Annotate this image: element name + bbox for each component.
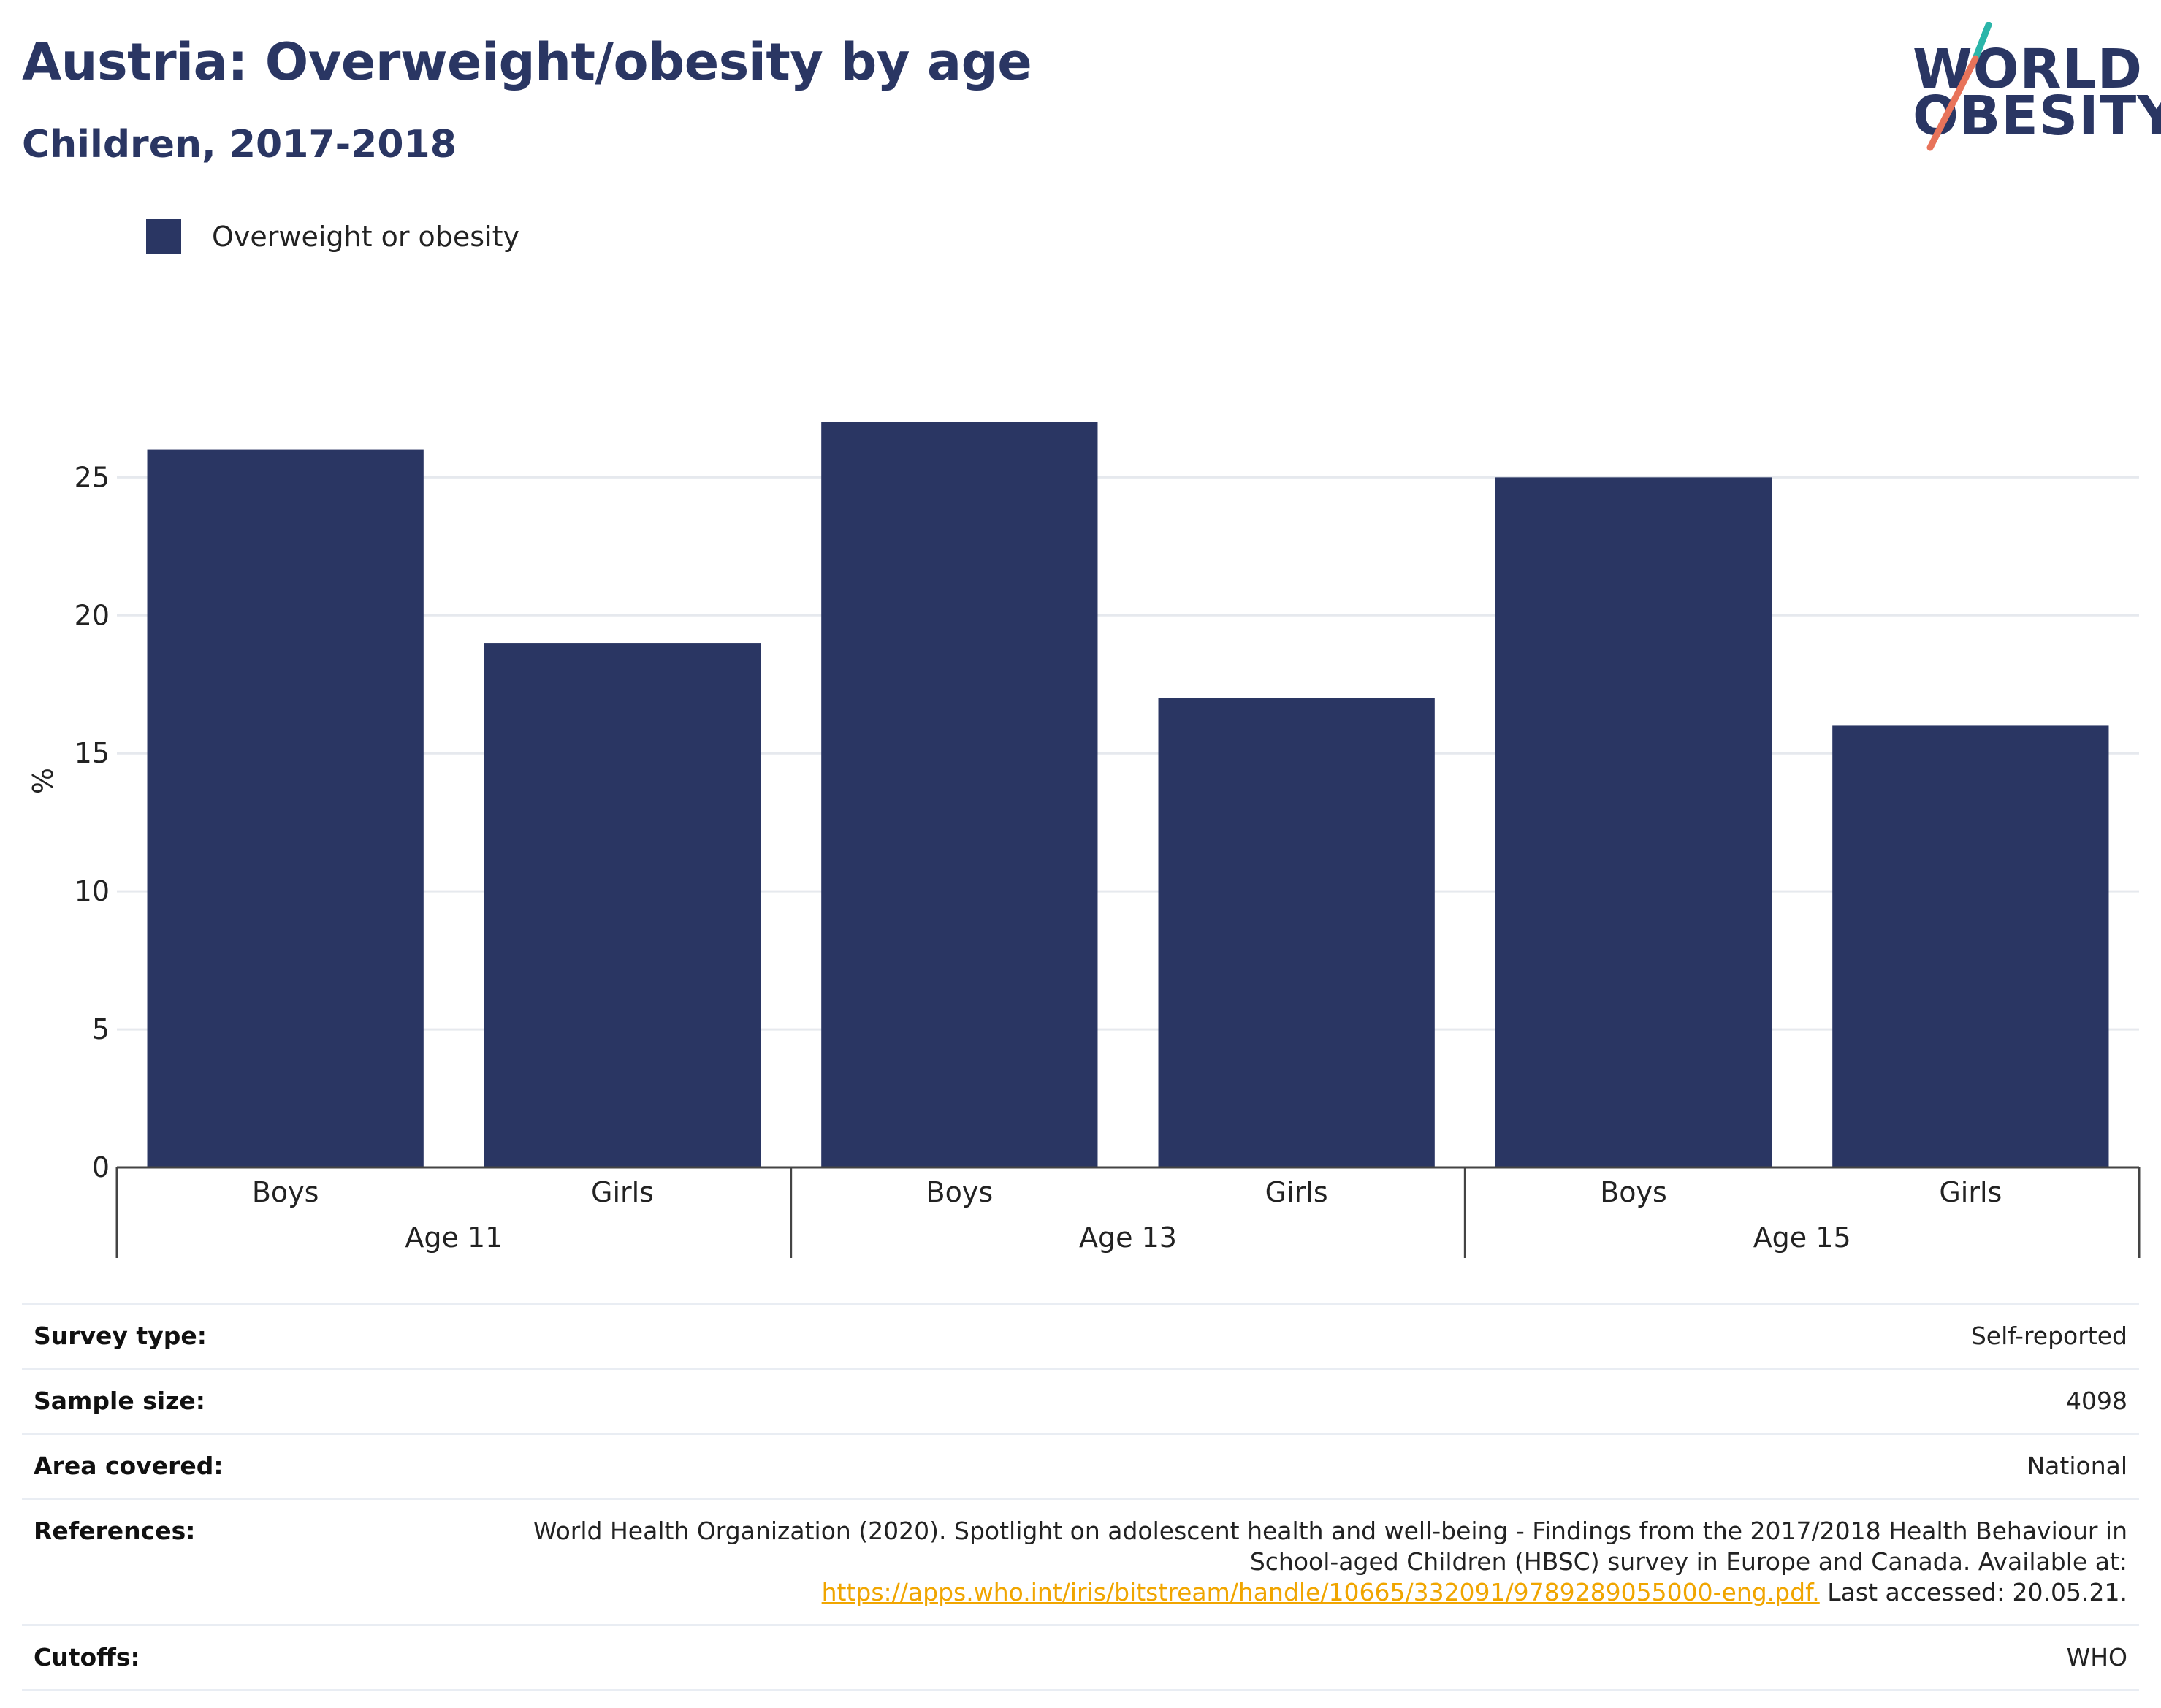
- x-tick-label: Boys: [926, 1176, 994, 1208]
- page-subtitle: Children, 2017-2018: [22, 123, 457, 167]
- info-key: Area covered:: [34, 1452, 224, 1480]
- info-row-area-covered: Area covered: National: [22, 1433, 2139, 1499]
- reference-line-3: https://apps.who.int/iris/bitstream/hand…: [422, 1577, 2127, 1608]
- x-tick-label: Boys: [252, 1176, 319, 1208]
- x-tick-label: Girls: [1265, 1176, 1328, 1208]
- page-title: Austria: Overweight/obesity by age: [22, 32, 1032, 92]
- info-key: References:: [34, 1517, 196, 1545]
- reference-accessed: Last accessed: 20.05.21.: [1819, 1578, 2127, 1606]
- legend-swatch: [146, 219, 181, 254]
- reference-line-2: School-aged Children (HBSC) survey in Eu…: [1249, 1547, 2127, 1576]
- reference-link[interactable]: https://apps.who.int/iris/bitstream/hand…: [821, 1578, 1820, 1606]
- x-group-label: Age 13: [1079, 1221, 1177, 1254]
- x-tick-label: Girls: [1939, 1176, 2002, 1208]
- x-tick-label: Girls: [591, 1176, 654, 1208]
- y-tick-label: 10: [75, 875, 110, 907]
- logo-text-world: WORLD: [1913, 38, 2143, 101]
- x-group-label: Age 11: [405, 1221, 503, 1254]
- y-tick-label: 5: [92, 1013, 110, 1045]
- chart-legend: Overweight or obesity: [146, 219, 519, 254]
- y-tick-label: 0: [92, 1151, 110, 1183]
- bar: [1495, 477, 1772, 1167]
- info-row-survey-type: Survey type: Self-reported: [22, 1303, 2139, 1369]
- x-tick-label: Boys: [1600, 1176, 1667, 1208]
- bar: [147, 449, 424, 1167]
- bar: [484, 643, 761, 1167]
- info-value: World Health Organization (2020). Spotli…: [411, 1499, 2139, 1625]
- info-value: WHO: [2066, 1643, 2127, 1671]
- info-row-references: References: World Health Organization (2…: [22, 1498, 2139, 1625]
- bar-chart: 0 5 10 15 20 25% Boys Girls Age 11 Boys Girls Age 1…: [27, 422, 2141, 1258]
- info-row-cutoffs: Cutoffs: WHO: [22, 1625, 2139, 1690]
- legend-label: Overweight or obesity: [212, 221, 520, 253]
- world-obesity-logo: WORLD OBESITY: [1899, 22, 2161, 153]
- bar: [1832, 725, 2109, 1167]
- y-tick-label: 20: [75, 599, 110, 631]
- info-row-sample-size: Sample size: 4098: [22, 1368, 2139, 1434]
- y-axis-title: %: [27, 768, 59, 794]
- x-group-label: Age 15: [1753, 1221, 1851, 1254]
- info-key: Cutoffs:: [34, 1643, 140, 1671]
- info-value: 4098: [2066, 1387, 2127, 1415]
- info-key: Survey type:: [34, 1322, 207, 1350]
- info-value: Self-reported: [1970, 1322, 2127, 1350]
- survey-info-table: Survey type: Self-reported Sample size: …: [22, 1303, 2139, 1691]
- info-key: Sample size:: [34, 1387, 205, 1415]
- bar: [821, 422, 1098, 1167]
- y-tick-label: 15: [75, 737, 110, 769]
- reference-line-1: World Health Organization (2020). Spotli…: [533, 1517, 2127, 1545]
- info-value: National: [2027, 1452, 2127, 1480]
- logo-slash-icon: [1926, 22, 1992, 151]
- y-tick-label: 25: [75, 461, 110, 493]
- bar: [1158, 698, 1435, 1167]
